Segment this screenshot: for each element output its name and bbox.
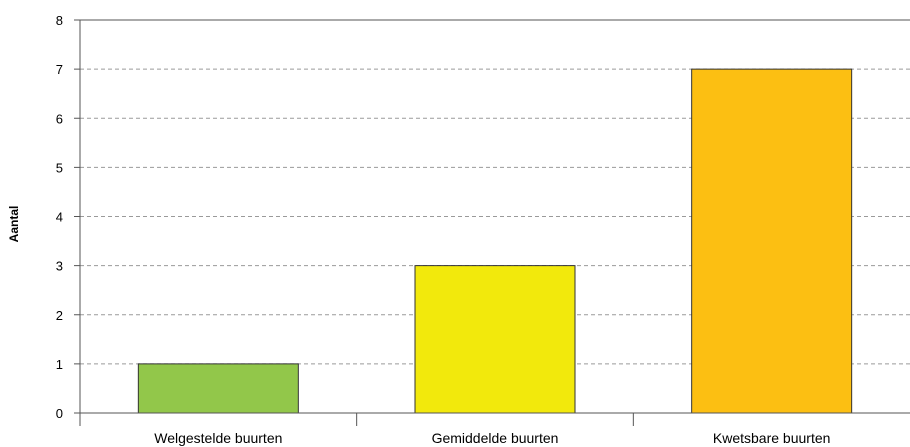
x-category-label: Kwetsbare buurten [713, 430, 831, 446]
x-category-label: Welgestelde buurten [154, 430, 282, 446]
axes [74, 19, 910, 426]
x-category-label: Gemiddelde buurten [432, 430, 559, 446]
y-tick-label: 7 [56, 62, 63, 77]
y-tick-label: 4 [56, 210, 63, 225]
y-axis-title: Aantal [7, 206, 21, 243]
y-tick-label: 6 [56, 111, 63, 126]
y-tick-label: 5 [56, 160, 63, 175]
y-tick-label: 2 [56, 308, 63, 323]
bar [691, 68, 853, 414]
bars [137, 68, 853, 414]
y-tick-label: 8 [56, 13, 63, 28]
y-tick-label: 3 [56, 259, 63, 274]
x-category-labels: Welgestelde buurten Gemiddelde buurten Kwe… [154, 430, 830, 446]
bar [137, 363, 299, 414]
bar [414, 265, 576, 414]
y-tick-label: 0 [56, 406, 63, 421]
y-tick-label: 1 [56, 357, 63, 372]
y-tick-labels: 0 1 2 3 4 5 6 7 8 [56, 13, 63, 421]
